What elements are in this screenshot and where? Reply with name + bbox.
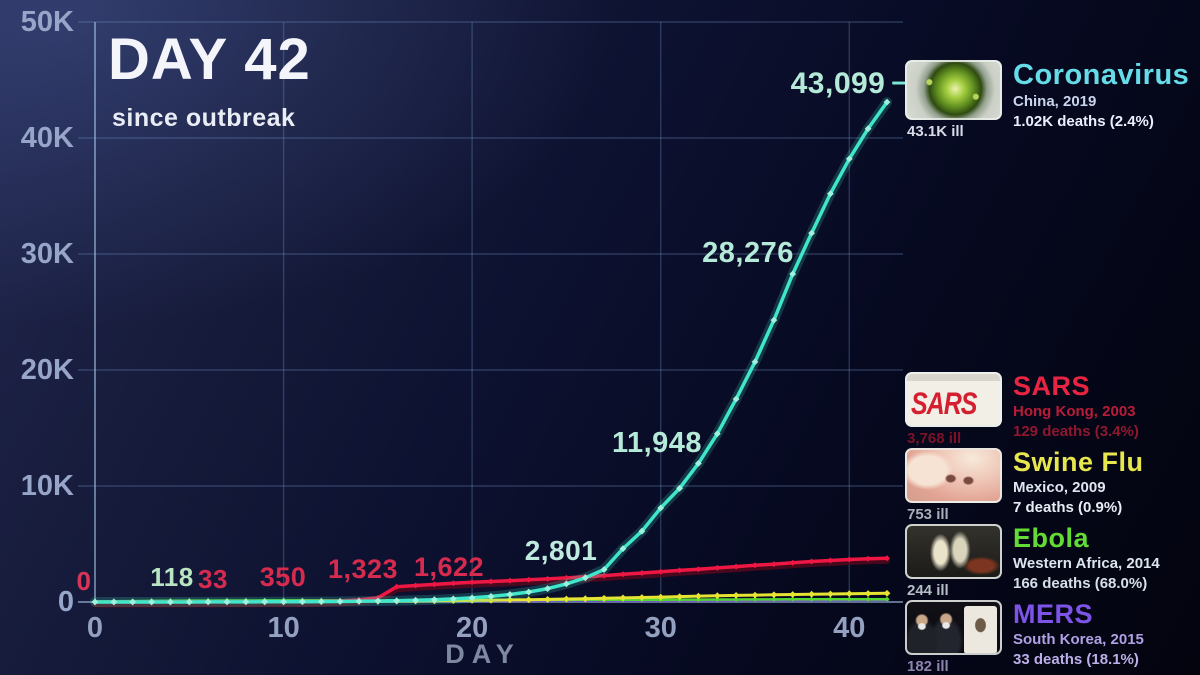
mers-name: MERS	[1013, 599, 1094, 629]
sars-ill-count: 3,768 ill	[907, 430, 962, 447]
value-label: 2,801	[525, 535, 598, 566]
coronavirus-thumbnail	[905, 60, 1002, 120]
series-coronavirus	[90, 97, 892, 607]
y-tick-label: 30K	[21, 238, 74, 270]
swine-flu-ill-count: 753 ill	[907, 506, 949, 523]
swine-flu-deaths: 7 deaths (0.9%)	[1013, 499, 1123, 517]
x-tick-label: 0	[87, 612, 103, 644]
value-label: –	[891, 65, 908, 98]
coronavirus-deaths: 1.02K deaths (2.4%)	[1013, 113, 1154, 131]
legend-entry-sars: SARS 3,768 ill SARS Hong Kong, 2003 129 …	[905, 372, 1139, 447]
ebola-ill-count: 244 ill	[907, 582, 949, 599]
y-tick-label: 50K	[21, 6, 74, 38]
y-tick-label: 40K	[21, 122, 74, 154]
sars-thumbnail: SARS	[905, 372, 1002, 427]
ebola-thumbnail	[905, 524, 1002, 579]
legend-entry-mers: 182 ill MERS South Korea, 2015 33 deaths…	[905, 600, 1144, 675]
ebola-origin: Western Africa, 2014	[1013, 555, 1160, 573]
swine-flu-name: Swine Flu	[1013, 447, 1144, 477]
mers-thumbnail	[905, 600, 1002, 655]
swine-flu-origin: Mexico, 2009	[1013, 479, 1106, 497]
legend-entry-ebola: 244 ill Ebola Western Africa, 2014 166 d…	[905, 524, 1160, 599]
value-label: 350	[260, 562, 307, 592]
sars-thumbnail-text: SARS	[911, 386, 977, 422]
y-tick-label: 10K	[21, 470, 74, 502]
value-label: 118	[150, 562, 193, 592]
x-tick-label: 20	[456, 612, 488, 644]
sars-deaths: 129 deaths (3.4%)	[1013, 423, 1139, 441]
mers-origin: South Korea, 2015	[1013, 631, 1144, 649]
value-label: 28,276	[702, 237, 794, 269]
sars-origin: Hong Kong, 2003	[1013, 403, 1136, 421]
grid: 0 10K 20K 30K 40K 50K 0 10 20 30 40 DAY	[21, 6, 903, 669]
swine-flu-thumbnail	[905, 448, 1002, 503]
ebola-name: Ebola	[1013, 523, 1090, 553]
x-tick-label: 10	[267, 612, 299, 644]
value-label: 0	[77, 566, 92, 596]
mers-deaths: 33 deaths (18.1%)	[1013, 651, 1139, 669]
y-tick-label: 20K	[21, 354, 74, 386]
x-tick-label: 30	[645, 612, 677, 644]
value-label: 43,099	[791, 67, 886, 100]
x-axis-title: DAY	[445, 639, 521, 669]
mers-ill-count: 182 ill	[907, 658, 949, 675]
coronavirus-name: Coronavirus	[1013, 59, 1190, 91]
y-tick-label: 0	[58, 586, 74, 618]
point-labels: 0 118 33 350 1,323 1,622 2,801 11,948 28,276 43,0…	[77, 65, 909, 596]
legend-entry-swine-flu: 753 ill Swine Flu Mexico, 2009 7 deaths …	[905, 448, 1144, 523]
coronavirus-ill-count: 43.1K ill	[907, 123, 964, 140]
value-label: 11,948	[612, 427, 702, 459]
legend-entry-coronavirus: 43.1K ill Coronavirus China, 2019 1.02K …	[905, 60, 1189, 140]
ebola-deaths: 166 deaths (68.0%)	[1013, 575, 1148, 593]
value-label: 1,323	[328, 554, 398, 584]
x-tick-label: 40	[833, 612, 865, 644]
day-counter-subtitle: since outbreak	[112, 104, 296, 132]
value-label: 33	[198, 564, 228, 594]
coronavirus-origin: China, 2019	[1013, 93, 1097, 111]
sars-name: SARS	[1013, 371, 1091, 401]
day-counter-title: DAY 42	[108, 27, 311, 92]
value-label: 1,622	[414, 552, 484, 582]
